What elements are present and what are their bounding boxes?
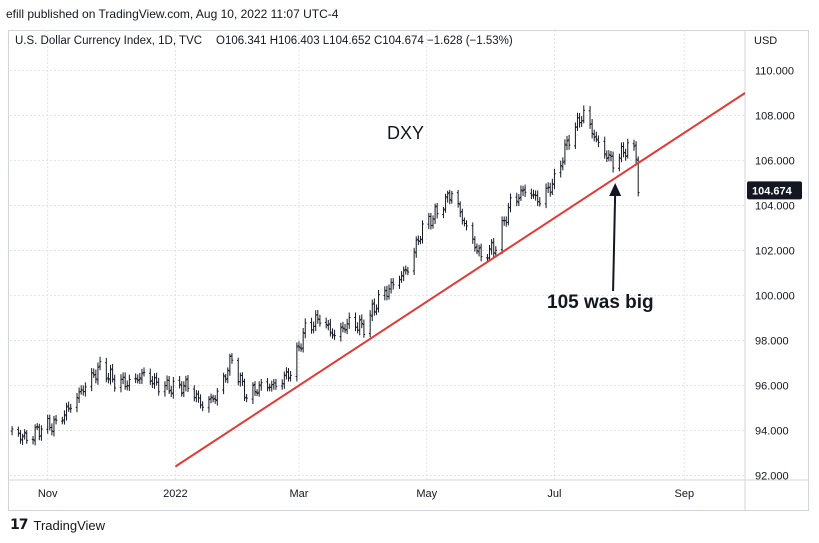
y-tick-label: 110.000 — [755, 66, 794, 78]
arrow-shaft — [612, 192, 617, 292]
legend-symbol: U.S. Dollar Currency Index, 1D, TVC — [15, 35, 202, 47]
x-axis[interactable]: Nov 2022 Mar May Jul Sep — [38, 488, 694, 500]
arrow-head — [609, 183, 622, 196]
publish-header: efill published on TradingView.com, Aug … — [6, 7, 339, 21]
x-tick-label: 2022 — [163, 488, 187, 500]
candle-layer — [10, 105, 640, 446]
last-price-label: 104.674 — [752, 185, 793, 197]
x-tick-label: Sep — [674, 488, 694, 500]
x-tick-label: May — [416, 488, 437, 500]
currency-label: USD — [754, 35, 777, 47]
annotation-note[interactable]: 105 was big — [547, 292, 654, 313]
footer[interactable]: 17 TradingView — [10, 517, 105, 533]
legend-ohlc: O106.341 H106.403 L104.652 C104.674 −1.6… — [216, 35, 513, 47]
y-tick-label: 104.000 — [755, 201, 795, 213]
annotation-title[interactable]: DXY — [387, 123, 424, 143]
y-tick-label: 102.000 — [755, 246, 795, 258]
support-trendline[interactable] — [174, 92, 746, 468]
y-tick-label: 106.000 — [755, 156, 795, 168]
x-tick-label: Mar — [289, 488, 308, 500]
y-tick-label: 96.000 — [755, 381, 789, 393]
footer-brand: TradingView — [33, 517, 106, 533]
y-tick-label: 98.000 — [755, 336, 789, 348]
last-price-tag-bg — [747, 181, 802, 200]
tradingview-logo-icon: 17 — [10, 517, 29, 533]
y-axis[interactable]: 110.000 108.000 106.000 104.000 102.000 100.0… — [755, 66, 795, 483]
y-tick-label: 100.000 — [755, 291, 795, 303]
y-tick-label: 94.000 — [755, 426, 789, 438]
last-price-tag: 104.674 — [747, 181, 802, 200]
x-tick-label: Jul — [547, 488, 561, 500]
chart-frame — [8, 30, 809, 511]
y-tick-label: 92.000 — [755, 471, 789, 483]
y-tick-label: 108.000 — [755, 111, 795, 123]
grid-layer — [8, 30, 809, 510]
annotation-arrow[interactable] — [609, 183, 622, 292]
x-tick-label: Nov — [38, 488, 58, 500]
